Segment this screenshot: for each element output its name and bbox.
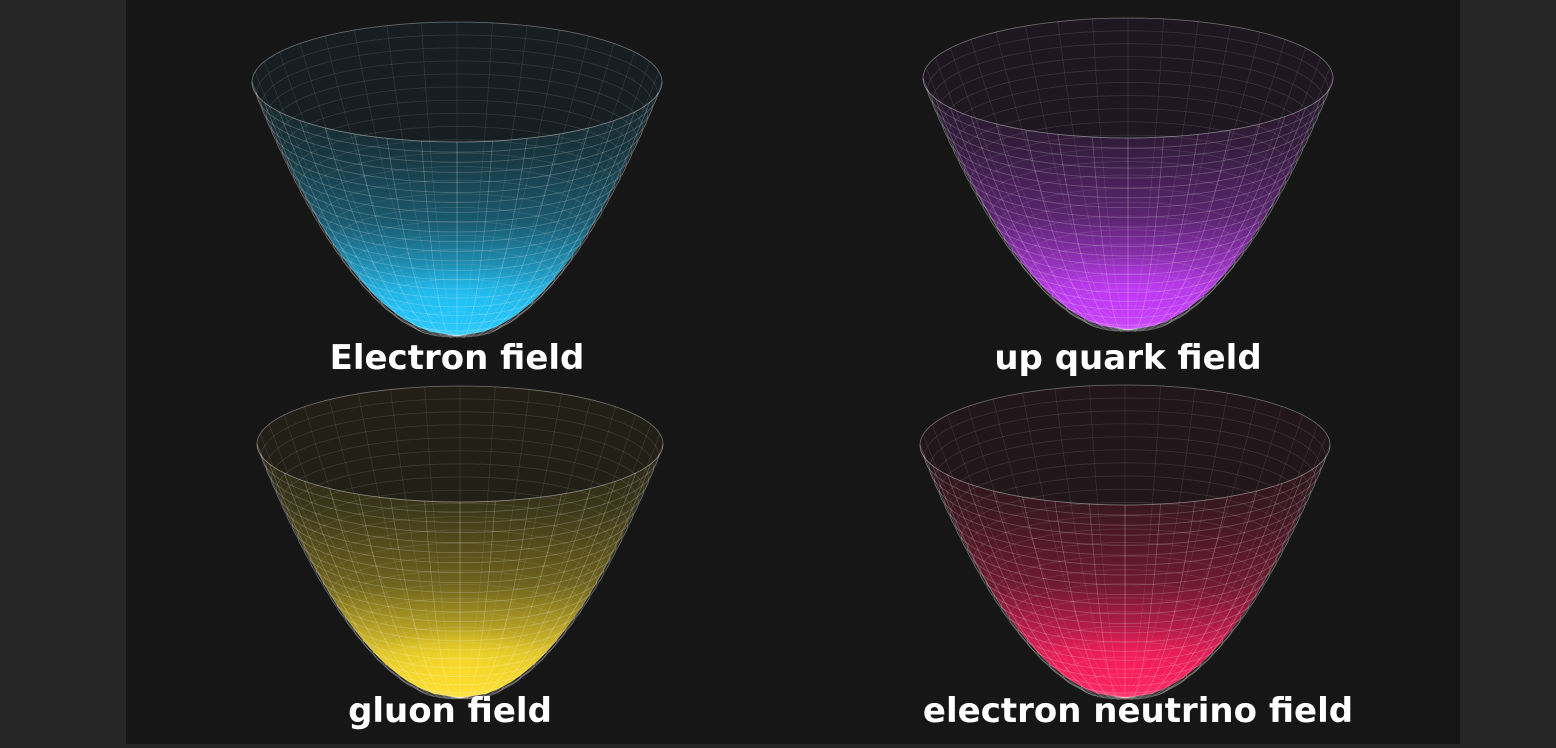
electron-neutrino-field-bowl	[919, 384, 1331, 700]
up-quark-field-bowl	[922, 17, 1334, 333]
gluon-field-bowl	[256, 385, 664, 700]
gluon-field-label: gluon field	[348, 691, 552, 731]
electron-field-bowl	[251, 21, 663, 338]
up-quark-field-label: up quark field	[994, 338, 1262, 378]
electron-neutrino-field-label: electron neutrino field	[922, 691, 1354, 731]
electron-field-label: Electron field	[329, 338, 585, 378]
